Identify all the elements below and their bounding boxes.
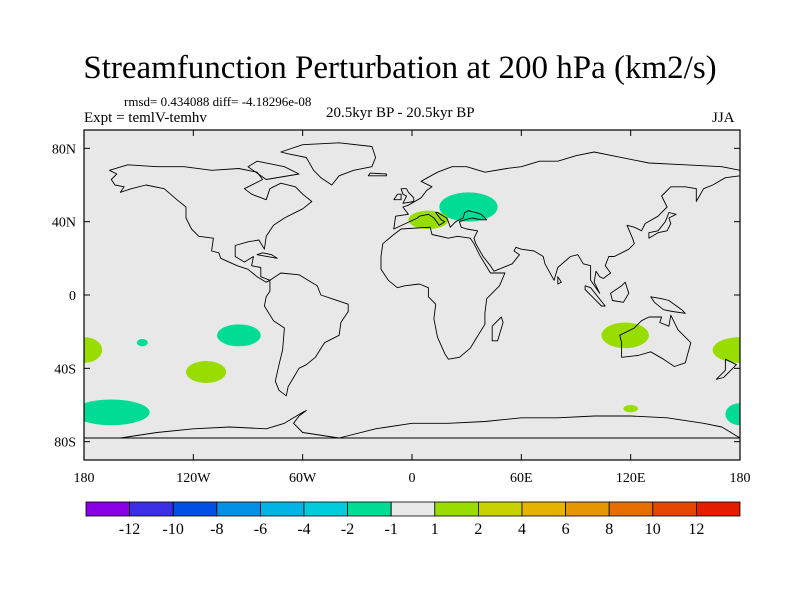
colorbar-swatch-6 <box>347 501 392 517</box>
season-label: JJA <box>712 110 735 126</box>
colorbar-swatch-1 <box>129 501 174 517</box>
coastline-ireland <box>393 193 402 201</box>
colorbar-swatch-13 <box>652 501 697 517</box>
colorbar-label-6: 6 <box>562 521 570 538</box>
anomaly-patch-10 <box>725 403 740 426</box>
anomaly-patch-2 <box>217 324 261 347</box>
coastline-new-zealand <box>715 358 737 380</box>
colorbar-swatch-3 <box>216 501 261 517</box>
anomaly-patch-4 <box>84 337 103 363</box>
map-title: Streamfunction Perturbation at 200 hPa (… <box>83 50 717 86</box>
colorbar-label-12: 12 <box>688 521 704 538</box>
period-label: 20.5kyr BP - 20.5kyr BP <box>326 105 475 121</box>
lon-label-0: 0 <box>409 471 416 486</box>
anomaly-layer <box>84 192 740 426</box>
colorbar-swatch-10 <box>521 501 566 517</box>
coastline-south-america <box>263 272 349 397</box>
lat-label-0: 0 <box>69 289 76 304</box>
coastline-madagascar <box>491 316 504 342</box>
lat-label-40s: 40S <box>54 362 76 377</box>
coastline-new-guinea <box>650 296 686 314</box>
colorbar-swatch-12 <box>608 501 654 517</box>
anomaly-patch-5 <box>186 361 227 383</box>
colorbar-label-10: 10 <box>645 521 661 538</box>
anomaly-patch-7 <box>601 322 649 349</box>
colorbar-label-10: -10 <box>163 521 184 538</box>
coastline-antarctica <box>84 410 740 439</box>
coastline-borneo <box>610 281 630 303</box>
lon-label-60e: 60E <box>510 471 533 486</box>
colorbar: -12 -10 -8 -6 -4 -2 -1 1 2 4 6 8 10 12 <box>85 501 741 538</box>
anomaly-patch-9 <box>623 405 638 413</box>
colorbar-label-1: 1 <box>431 521 439 538</box>
colorbar-swatch-0 <box>85 501 130 517</box>
experiment-label: Expt = temlV-temhv <box>84 110 207 126</box>
coastline-sri-lanka <box>557 276 562 285</box>
colorbar-label-4: -4 <box>297 521 310 538</box>
coastline-africa <box>380 226 506 360</box>
lon-label-60w: 60W <box>289 471 317 486</box>
lat-label-40n: 40N <box>52 216 76 231</box>
colorbar-label-6: -6 <box>254 521 267 538</box>
map-background <box>84 130 740 460</box>
colorbar-swatch-5 <box>303 501 348 517</box>
colorbar-swatch-11 <box>565 501 610 517</box>
lon-label-120w: 120W <box>176 471 211 486</box>
coastline-eurasia <box>393 151 740 294</box>
stats-label: rmsd= 0.434088 diff= -4.18296e-08 <box>124 94 312 109</box>
coastline-baffin-island <box>247 160 300 180</box>
coastline-australia <box>619 314 692 367</box>
coastline-layer <box>84 142 740 439</box>
colorbar-label-2: 2 <box>474 521 482 538</box>
lat-label-80s: 80S <box>54 436 76 451</box>
colorbar-swatch-14 <box>696 501 741 517</box>
colorbar-swatch-4 <box>259 501 305 517</box>
anomaly-patch-3 <box>136 339 148 347</box>
coastline-japan <box>648 212 677 239</box>
colorbar-swatch-9 <box>477 501 523 517</box>
colorbar-label-8: -8 <box>210 521 223 538</box>
lon-label-120e: 120E <box>616 471 646 486</box>
anomaly-patch-0 <box>439 192 498 222</box>
colorbar-label-2: -2 <box>341 521 354 538</box>
coastline-north-america <box>109 164 313 283</box>
coastline-iceland <box>367 172 387 177</box>
colorbar-label-8: 8 <box>605 521 613 538</box>
colorbar-swatch-2 <box>172 501 218 517</box>
colorbar-label-12: -12 <box>119 521 140 538</box>
anomaly-patch-6 <box>84 399 150 426</box>
colorbar-swatch-8 <box>434 501 479 517</box>
axis-ticks: 180 120W 60W 0 60E 120E 180 80N 40N 0 40S 80S <box>52 130 751 486</box>
coastline-cuba <box>256 252 278 259</box>
coastline-great-britain <box>400 188 415 204</box>
colorbar-label-4: 4 <box>518 521 526 538</box>
lat-label-80n: 80N <box>52 142 76 157</box>
coastline-sumatra <box>584 285 606 307</box>
coastline-greenland <box>280 142 377 186</box>
colorbar-swatch-7 <box>390 501 436 517</box>
anomaly-patch-8 <box>712 337 740 363</box>
lon-label-180: 180 <box>730 471 751 486</box>
lon-label-180: 180 <box>74 471 95 486</box>
colorbar-label-1: -1 <box>385 521 398 538</box>
